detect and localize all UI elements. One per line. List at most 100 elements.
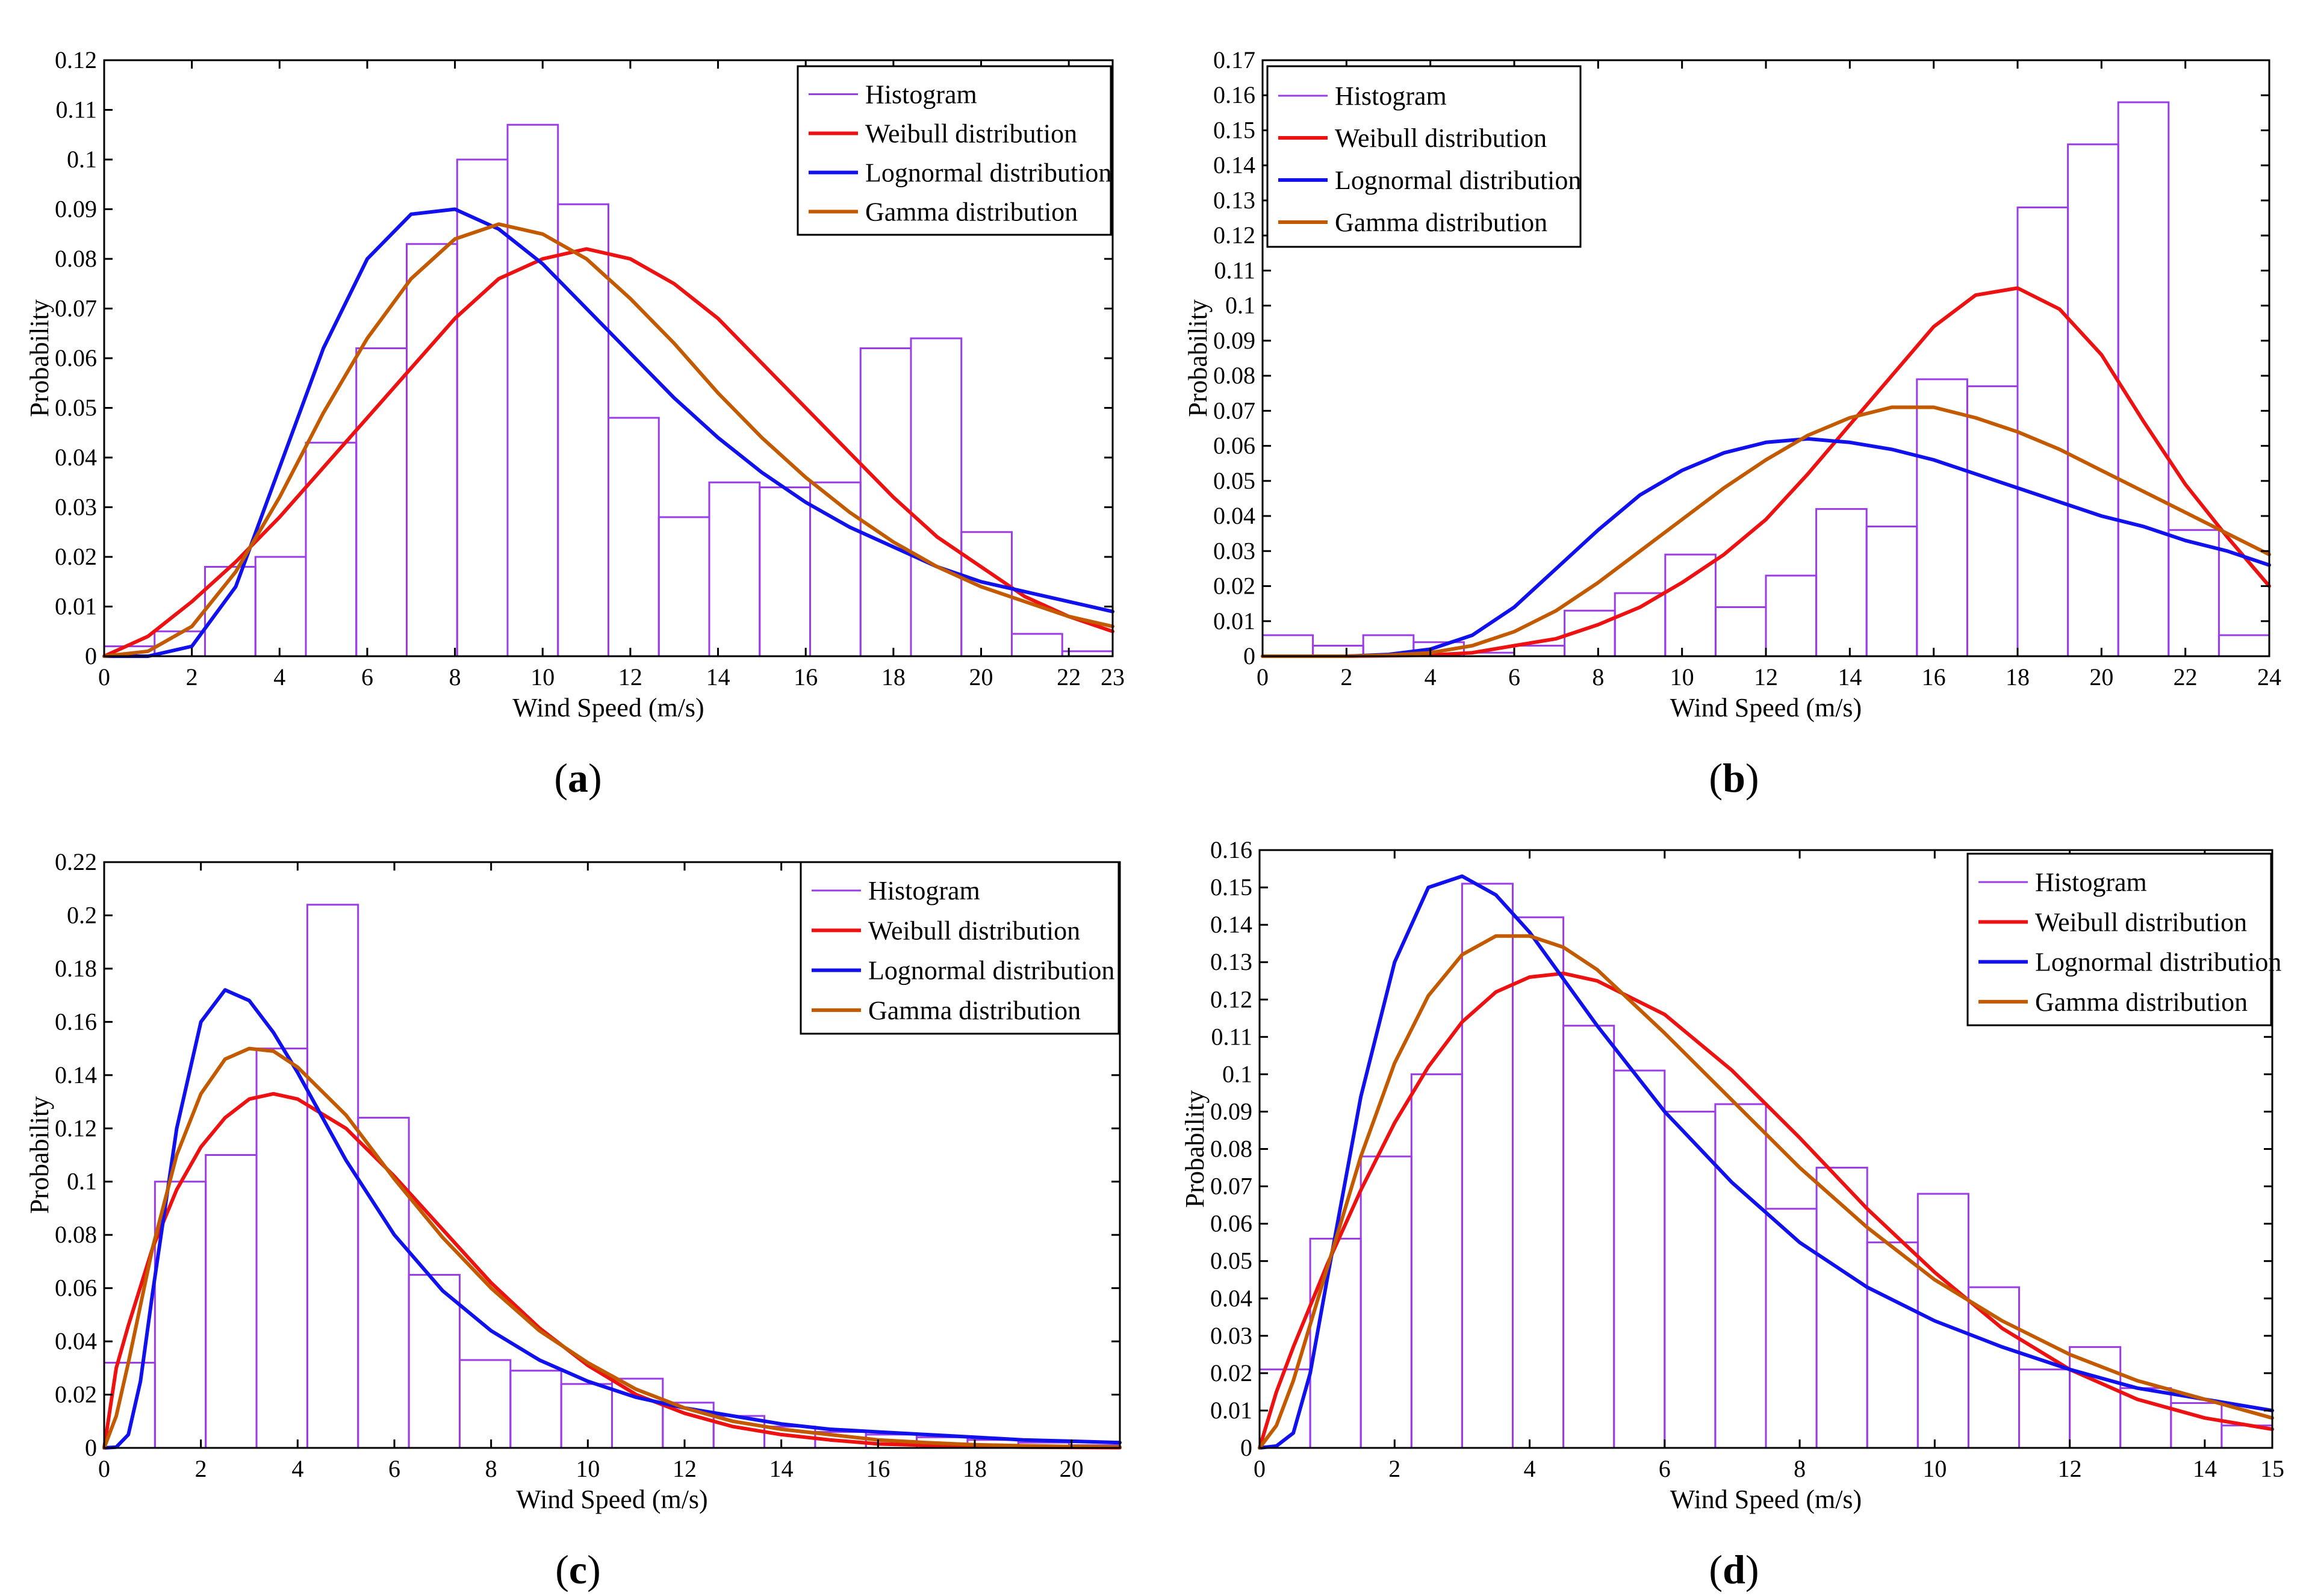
x-tick-label: 10 <box>530 663 555 691</box>
legend-entry-histogram-label: Histogram <box>2035 868 2147 897</box>
caption-close-paren: ) <box>1745 755 1759 801</box>
x-axis-label: Wind Speed (m/s) <box>516 1485 707 1514</box>
y-tick-label: 0.1 <box>67 146 97 173</box>
histogram-bar <box>458 1359 512 1449</box>
y-tick-label: 0.06 <box>1210 1210 1252 1237</box>
legend-entry-weibull-label: Weibull distribution <box>865 119 1077 149</box>
y-tick-label: 0 <box>85 1434 97 1461</box>
y-tick-label: 0.04 <box>55 1327 97 1355</box>
caption-close-paren: ) <box>587 1547 601 1592</box>
x-tick-label: 14 <box>1838 663 1862 691</box>
legend: Histogram Weibull distribution Lognormal d… <box>1966 852 2281 1026</box>
x-tick-label: 22 <box>1057 663 1081 691</box>
y-tick-label: 0.02 <box>1213 573 1255 600</box>
x-tick-label: 23 <box>1101 663 1125 691</box>
caption-open-paren: ( <box>1709 755 1723 801</box>
caption-letter: d <box>1723 1547 1745 1592</box>
y-tick-label: 0.16 <box>1210 836 1252 863</box>
histogram-bar <box>305 441 358 657</box>
y-tick-label: 0.18 <box>55 955 97 982</box>
legend-entry-gamma-label: Gamma distribution <box>868 996 1081 1025</box>
x-tick-label: 12 <box>1754 663 1778 691</box>
x-tick-label: 20 <box>2089 663 2113 691</box>
histogram-bar <box>255 1048 308 1449</box>
y-tick-label: 0 <box>1243 642 1255 669</box>
caption-letter: b <box>1723 755 1745 801</box>
y-tick-label: 0.13 <box>1210 948 1252 975</box>
x-tick-label: 4 <box>273 663 285 691</box>
y-axis-label: Probability <box>25 299 54 417</box>
y-tick-label: 0.12 <box>55 46 97 73</box>
y-tick-label: 0.12 <box>55 1114 97 1141</box>
y-tick-label: 0.16 <box>1213 81 1255 108</box>
y-tick-label: 0.2 <box>67 901 97 928</box>
histogram-bar <box>2168 529 2220 657</box>
x-tick-label: 8 <box>485 1455 497 1482</box>
histogram-bar <box>1261 634 1314 657</box>
histogram-bar <box>1815 1167 1868 1449</box>
x-tick-label: 20 <box>1060 1455 1084 1482</box>
gamma-curve <box>102 1046 1122 1450</box>
caption-letter: c <box>569 1547 587 1592</box>
histogram-bar <box>509 1370 562 1449</box>
y-axis-label: Probability <box>1180 1090 1210 1208</box>
histogram-bar <box>1309 1237 1362 1449</box>
legend: Histogram Weibull distribution Lognormal d… <box>797 65 1112 236</box>
x-tick-label: 2 <box>186 663 198 691</box>
x-tick-label: 14 <box>706 663 730 691</box>
x-tick-label: 2 <box>1388 1455 1400 1482</box>
histogram-bar <box>2016 206 2069 657</box>
legend: Histogram Weibull distribution Lognormal d… <box>800 861 1120 1035</box>
legend-entry-histogram-label: Histogram <box>868 876 980 905</box>
histogram-bar <box>1865 526 1918 657</box>
x-tick-label: 10 <box>1670 663 1694 691</box>
weibull-curve <box>102 1091 1122 1450</box>
y-tick-label: 0.12 <box>1210 986 1252 1013</box>
plot-frame <box>103 861 1121 1449</box>
x-tick-label: 16 <box>866 1455 890 1482</box>
histogram-bar <box>205 1154 258 1449</box>
x-tick-label: 22 <box>2174 663 2198 691</box>
legend-entry-weibull-label: Weibull distribution <box>2035 907 2247 937</box>
y-tick-label: 0.05 <box>55 394 97 421</box>
histogram-bar <box>1360 1155 1412 1449</box>
gamma-curve <box>1261 405 2271 658</box>
histogram-bar <box>1410 1073 1463 1449</box>
y-tick-label: 0.14 <box>1213 152 1255 179</box>
histogram-bar <box>2217 634 2270 657</box>
x-tick-label: 0 <box>98 663 110 691</box>
y-tick-label: 0.14 <box>1210 911 1252 938</box>
x-tick-label: 18 <box>963 1455 987 1482</box>
caption-letter: a <box>568 755 588 801</box>
y-tick-label: 0.08 <box>55 1221 97 1248</box>
legend-entry-histogram-label: Histogram <box>1335 81 1447 111</box>
chart-panel-b: 0 2 4 6 8 10 12 14 16 18 20 22 2400.010.020.030.040.… <box>1183 46 2281 801</box>
x-tick-label: 8 <box>1794 1455 1806 1482</box>
histogram-bar <box>1664 1110 1717 1449</box>
x-tick-label: 12 <box>2058 1455 2082 1482</box>
x-tick-label: 12 <box>673 1455 697 1482</box>
caption-open-paren: ( <box>554 755 568 801</box>
histogram-bar <box>2117 101 2170 657</box>
x-tick-label: 16 <box>1922 663 1946 691</box>
x-tick-label: 4 <box>1524 1455 1536 1482</box>
y-tick-label: 0.04 <box>55 444 97 471</box>
y-tick-label: 0.01 <box>55 593 97 620</box>
y-tick-label: 0.09 <box>1210 1098 1252 1125</box>
legend-entry-weibull-label: Weibull distribution <box>1335 123 1547 153</box>
x-axis-label: Wind Speed (m/s) <box>1670 1485 1862 1514</box>
x-axis-label: Wind Speed (m/s) <box>512 693 704 722</box>
y-tick-label: 0.08 <box>1210 1135 1252 1163</box>
x-tick-label: 4 <box>291 1455 303 1482</box>
histogram-bar <box>506 123 559 657</box>
histogram-bar <box>1815 508 1868 657</box>
y-tick-label: 0 <box>85 642 97 669</box>
gamma-curve <box>1258 934 2274 1450</box>
x-tick-label: 2 <box>195 1455 207 1482</box>
y-tick-label: 0.06 <box>1213 432 1255 459</box>
histogram-bar <box>2018 1368 2071 1449</box>
x-tick-label: 14 <box>769 1455 794 1482</box>
legend: Histogram Weibull distribution Lognormal d… <box>1266 65 1582 248</box>
chart-panel-d: 0 2 4 6 8 10 12 14 15 0 0.01 0.02 0.03 0.04 0.05 0.06 0.… <box>1180 836 2284 1592</box>
